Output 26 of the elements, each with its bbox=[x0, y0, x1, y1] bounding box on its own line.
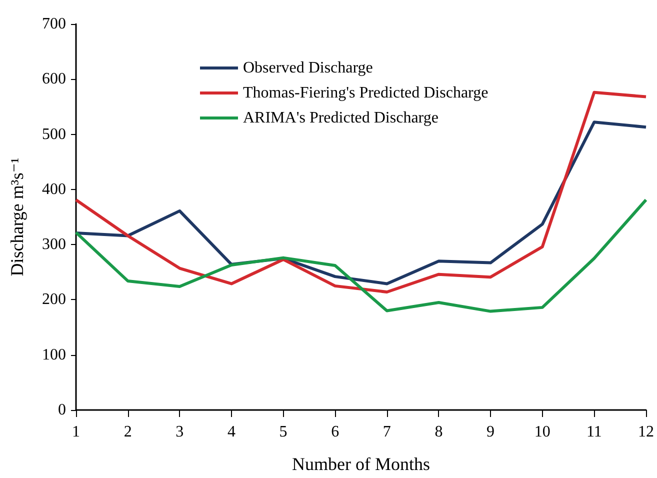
y-axis-title: Discharge m³s⁻¹ bbox=[7, 158, 27, 276]
y-tick-label: 500 bbox=[42, 126, 66, 143]
x-tick-label: 12 bbox=[638, 424, 654, 440]
y-tick-label: 0 bbox=[58, 402, 66, 418]
x-tick-label: 9 bbox=[486, 424, 495, 440]
y-tick-label: 700 bbox=[42, 16, 66, 32]
x-tick-label: 8 bbox=[434, 424, 443, 440]
legend-label: Observed Discharge bbox=[243, 60, 373, 76]
y-tick-label: 400 bbox=[42, 180, 66, 198]
y-tick-label: 300 bbox=[42, 236, 66, 254]
x-tick-label: 4 bbox=[227, 424, 236, 440]
x-tick-label: 2 bbox=[124, 424, 132, 440]
line-series bbox=[74, 198, 648, 313]
legend-label: ARIMA's Predicted Discharge bbox=[243, 110, 438, 126]
x-tick-label: 1 bbox=[72, 424, 80, 440]
x-tick-label: 3 bbox=[176, 424, 184, 440]
x-tick-label: 7 bbox=[382, 424, 391, 440]
x-tick-label: 10 bbox=[534, 424, 550, 440]
x-tick-label: 6 bbox=[331, 424, 340, 440]
legend-label: Thomas-Fiering's Predicted Discharge bbox=[243, 84, 488, 102]
y-tick-label: 600 bbox=[42, 70, 66, 88]
y-tick-label: 200 bbox=[42, 291, 66, 308]
x-tick-label: 5 bbox=[279, 424, 288, 440]
x-axis-title: Number of Months bbox=[292, 454, 430, 474]
x-tick-label: 11 bbox=[586, 424, 602, 440]
y-tick-label: 100 bbox=[42, 346, 66, 364]
